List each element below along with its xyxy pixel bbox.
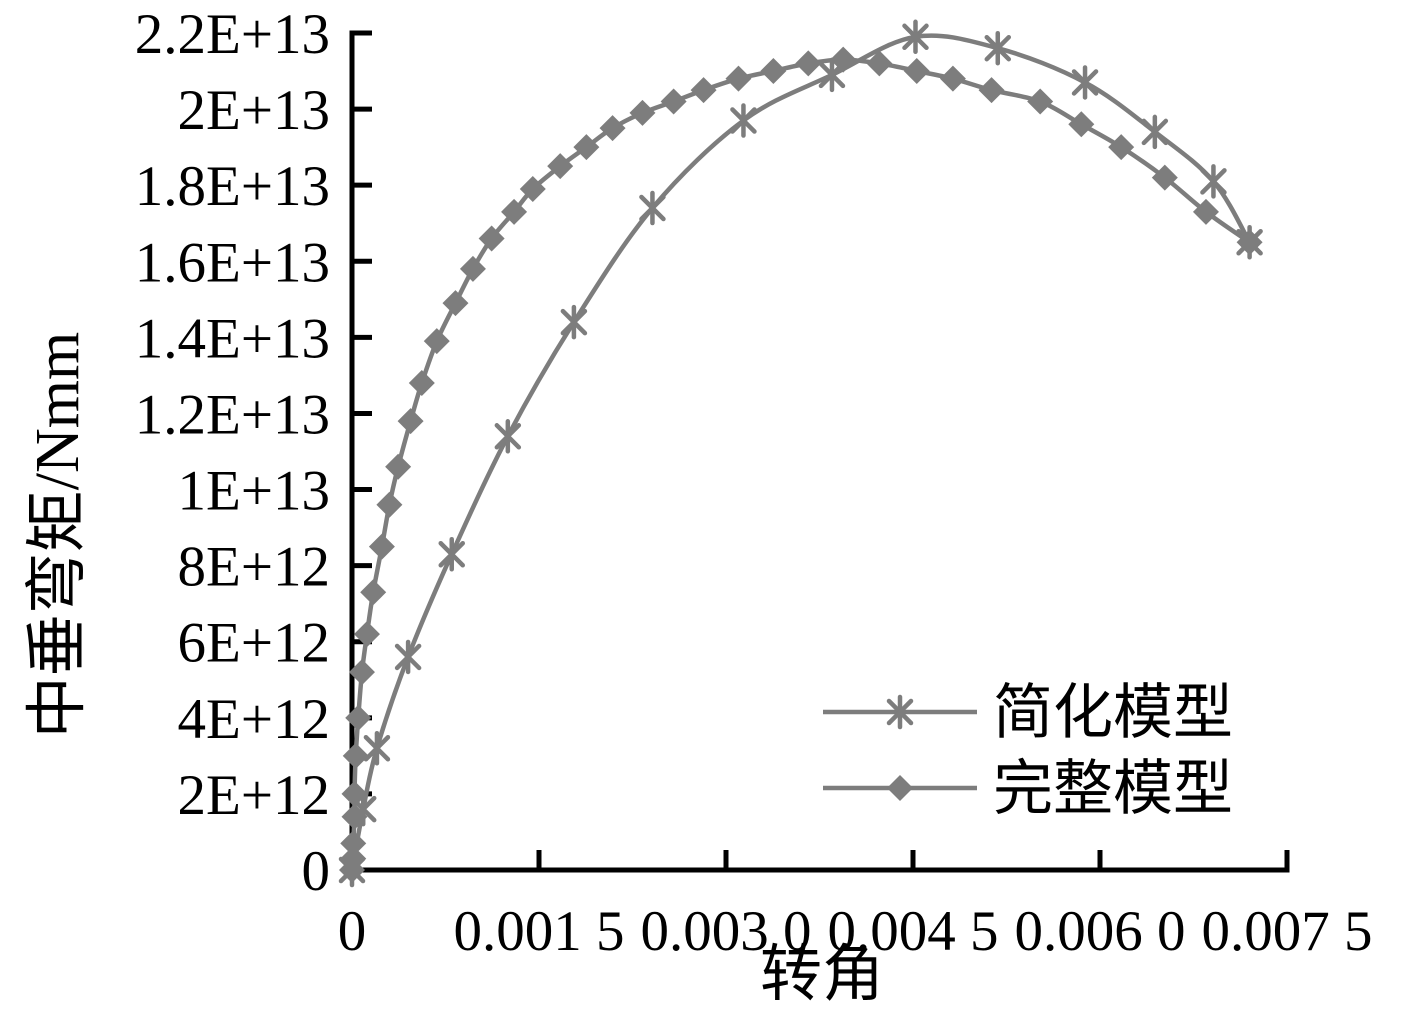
series-marker-diamond-icon: [459, 255, 486, 282]
series-marker-diamond-icon: [342, 742, 369, 769]
series-marker-star-icon: [1141, 114, 1169, 150]
y-tick-label: 1.2E+13: [135, 383, 330, 446]
x-tick-label: 0: [338, 900, 367, 963]
series-marker-diamond-icon: [478, 225, 505, 252]
series-marker-diamond-icon: [408, 370, 435, 397]
series-marker-diamond-icon: [573, 134, 600, 161]
y-axis-title: 中垂弯矩/Nmm: [24, 332, 92, 738]
series-marker-diamond-icon: [1151, 164, 1178, 191]
series-marker-diamond-icon: [442, 290, 469, 317]
series-marker-star-icon: [639, 190, 666, 226]
y-tick-label: 4E+12: [178, 688, 330, 751]
series-marker-diamond-icon: [397, 408, 424, 435]
legend-star-marker-icon: [886, 694, 914, 730]
x-axis-title: 转角: [760, 941, 884, 1009]
series-line: [349, 57, 1251, 871]
series-marker-diamond-icon: [345, 704, 372, 731]
series-marker-diamond-icon: [348, 659, 375, 686]
y-tick-label: 2.2E+13: [135, 3, 330, 66]
series-marker-diamond-icon: [939, 65, 966, 92]
series-marker-diamond-icon: [866, 50, 893, 77]
series-marker-diamond-icon: [341, 780, 368, 807]
y-tick-label: 2E+13: [178, 79, 330, 142]
series-marker-diamond-icon: [368, 533, 395, 560]
series-marker-diamond-icon: [1192, 198, 1219, 225]
series-marker-star-icon: [494, 419, 522, 454]
series-marker-diamond-icon: [341, 803, 368, 830]
series-marker-diamond-icon: [1236, 229, 1263, 256]
series-marker-diamond-icon: [340, 830, 367, 857]
y-tick-label: 1E+13: [178, 460, 330, 523]
series-marker-diamond-icon: [360, 579, 387, 606]
series-complete-model: [339, 46, 1263, 883]
legend-diamond-marker-icon: [887, 775, 913, 801]
series-marker-diamond-icon: [519, 175, 546, 202]
y-tick-label: 0: [302, 840, 331, 903]
series-marker-star-icon: [560, 304, 588, 340]
series-marker-diamond-icon: [353, 621, 380, 648]
x-tick-label: 0.007 5: [1202, 900, 1373, 963]
series-marker-star-icon: [1071, 65, 1099, 100]
series-marker-diamond-icon: [978, 77, 1005, 104]
y-tick-label: 6E+12: [178, 612, 330, 675]
series-marker-diamond-icon: [903, 58, 930, 85]
series-marker-diamond-icon: [599, 115, 626, 142]
y-tick-label: 2E+12: [178, 764, 330, 827]
series-marker-diamond-icon: [760, 58, 787, 85]
series-marker-diamond-icon: [376, 491, 403, 518]
series-marker-diamond-icon: [547, 153, 574, 180]
series-marker-star-icon: [984, 30, 1012, 66]
series-marker-diamond-icon: [501, 198, 528, 225]
series-marker-diamond-icon: [340, 845, 367, 872]
x-tick-label: 0.004 5: [828, 900, 999, 963]
y-tick-label: 1.8E+13: [135, 155, 330, 218]
series-marker-star-icon: [902, 19, 929, 55]
x-tick-label: 0.003 0: [641, 900, 812, 963]
series-marker-diamond-icon: [385, 453, 412, 480]
series-marker-star-icon: [394, 639, 422, 675]
legend-item: 完整模型: [823, 756, 1233, 822]
x-tick-label: 0.001 5: [454, 900, 625, 963]
series-marker-diamond-icon: [629, 99, 656, 126]
series-marker-star-icon: [438, 536, 465, 572]
series-marker-diamond-icon: [423, 328, 450, 355]
legend-item: 简化模型: [823, 680, 1233, 746]
x-tick-label: 0.006 0: [1015, 900, 1186, 963]
series-marker-star-icon: [1200, 164, 1227, 199]
series-marker-diamond-icon: [1108, 134, 1135, 161]
series-marker-diamond-icon: [690, 77, 717, 104]
series-marker-diamond-icon: [830, 46, 857, 73]
legend-label: 简化模型: [993, 680, 1233, 746]
series-marker-diamond-icon: [725, 65, 752, 92]
series-marker-diamond-icon: [795, 50, 822, 77]
y-tick-label: 1.6E+13: [135, 231, 330, 294]
series-marker-diamond-icon: [660, 88, 687, 115]
series-marker-diamond-icon: [1027, 88, 1054, 115]
series-marker-diamond-icon: [1068, 111, 1095, 138]
series-marker-star-icon: [730, 103, 757, 138]
y-tick-label: 8E+12: [178, 536, 330, 599]
series-marker-star-icon: [363, 731, 391, 766]
y-tick-label: 1.4E+13: [135, 307, 330, 370]
legend-label: 完整模型: [993, 756, 1233, 822]
